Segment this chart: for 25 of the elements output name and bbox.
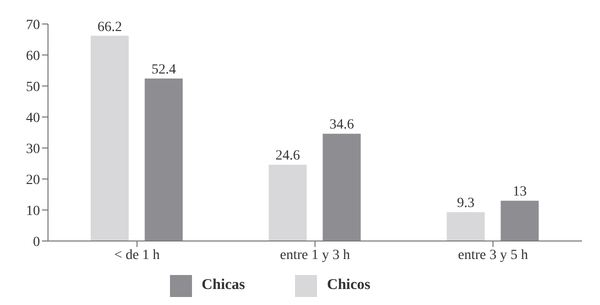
y-tick-label: 60 [26, 48, 40, 64]
y-tick-label: 40 [26, 110, 40, 126]
x-tick-label: entre 3 y 5 h [458, 248, 528, 263]
y-tick-label: 50 [26, 80, 40, 95]
data-label: 9.3 [456, 196, 474, 212]
y-tick-label: 0 [33, 234, 40, 250]
bar [90, 36, 129, 241]
data-label: 34.6 [329, 118, 354, 133]
data-label: 52.4 [151, 62, 176, 78]
bar [500, 200, 539, 241]
x-tick-label: < de 1 h [114, 248, 160, 263]
data-label: 24.6 [275, 148, 300, 164]
bar [268, 164, 307, 241]
bar [446, 212, 485, 241]
legend-label: Chicos [327, 277, 370, 294]
bar [144, 78, 183, 241]
y-tick-label: 20 [26, 172, 40, 188]
x-tick-label: entre 1 y 3 h [280, 248, 350, 263]
y-tick-label: 70 [26, 18, 40, 33]
y-tick-label: 10 [26, 204, 40, 219]
bar [322, 134, 361, 241]
y-tick-label: 30 [26, 142, 40, 157]
legend-label: Chicas [202, 277, 245, 294]
data-label: 66.2 [97, 20, 122, 35]
data-label: 13 [512, 184, 527, 200]
